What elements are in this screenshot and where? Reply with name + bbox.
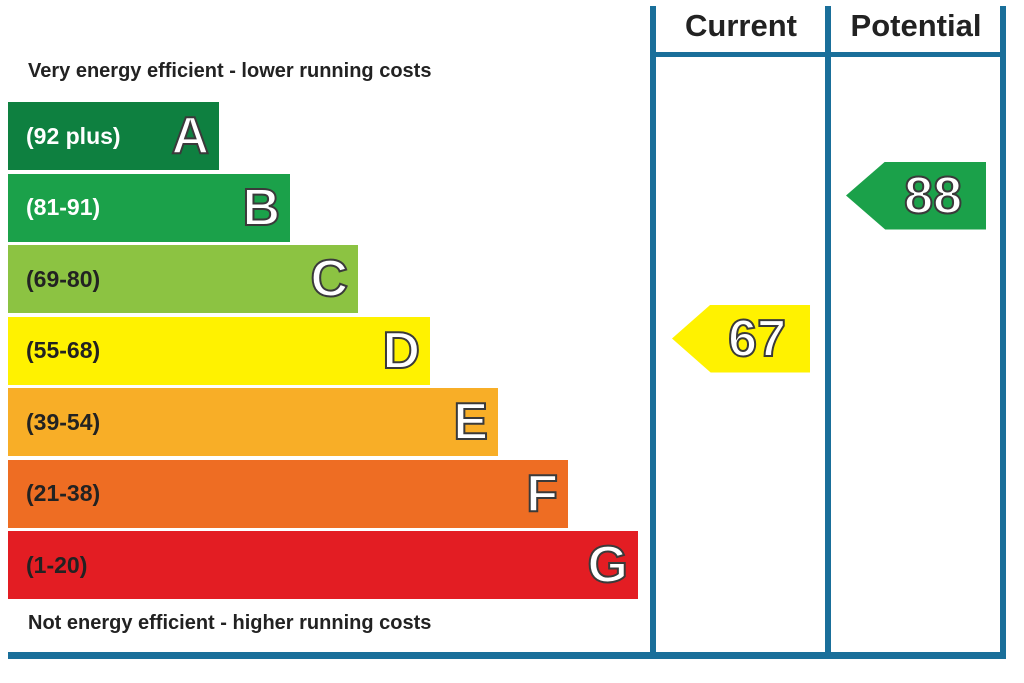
- top-caption: Very energy efficient - lower running co…: [28, 60, 432, 82]
- band-g: (1-20) G: [8, 531, 638, 599]
- band-range-label: (1-20): [26, 551, 88, 578]
- band-range-label: (55-68): [26, 337, 101, 363]
- bottom-caption: Not energy efficient - higher running co…: [28, 612, 432, 634]
- divider-right: [1000, 6, 1006, 656]
- band-letter: F: [525, 464, 559, 523]
- band-b: (81-91) B: [8, 173, 290, 242]
- band-c: (69-80) C: [8, 245, 358, 313]
- band-d: (55-68) D: [8, 316, 430, 385]
- divider-middle: [825, 6, 831, 656]
- header-underline: [650, 52, 1006, 57]
- band-letter: D: [381, 321, 421, 380]
- band-range-label: (69-80): [26, 265, 101, 292]
- bottom-rule: [8, 652, 1006, 659]
- band-range-label: (81-91): [26, 194, 101, 220]
- potential-column-header: Potential: [850, 8, 982, 43]
- band-letter: G: [587, 536, 629, 594]
- band-letter: B: [241, 178, 281, 237]
- band-letter: C: [309, 250, 349, 308]
- band-letter: E: [452, 393, 489, 451]
- band-f: (21-38) F: [8, 459, 568, 528]
- potential-rating-value: 88: [903, 166, 963, 225]
- current-column-header: Current: [685, 8, 797, 43]
- band-range-label: (92 plus): [26, 122, 121, 149]
- band-e: (39-54) E: [8, 388, 498, 456]
- band-range-label: (21-38): [26, 480, 101, 506]
- potential-rating-arrow: 88: [846, 161, 986, 230]
- current-rating-arrow: 67: [672, 304, 810, 373]
- current-rating-value: 67: [727, 309, 787, 368]
- band-a: (92 plus) A: [8, 102, 219, 170]
- divider-left: [650, 6, 656, 656]
- band-range-label: (39-54): [26, 408, 101, 435]
- band-letter: A: [170, 107, 210, 165]
